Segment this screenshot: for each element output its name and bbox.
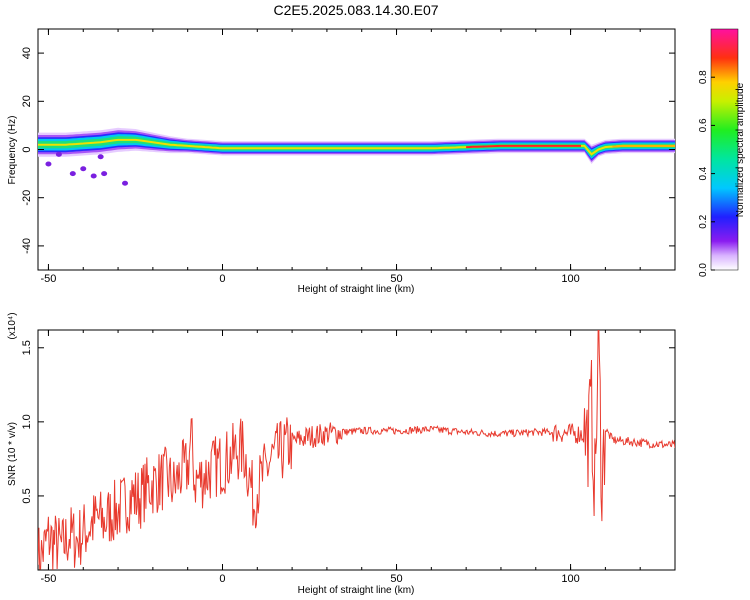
snr-y-tick-label: 1.0 (21, 414, 33, 429)
spectrogram-x-tick-label: -50 (40, 273, 56, 285)
spectrogram-blob (97, 154, 104, 160)
snr-series (38, 330, 675, 570)
colorbar-ticks: 0.0 0.2 0.4 0.6 0.8 (698, 70, 715, 277)
snr-x-tick-label: 0 (219, 573, 225, 585)
spectrogram-x-tick-label: 100 (561, 273, 579, 285)
colorbar-label: Normalized spectral amplitude (735, 82, 746, 217)
chart-title: C2E5.2025.083.14.30.E07 (273, 2, 438, 18)
spectrogram-x-ticks: -50 0 50 100 (40, 29, 676, 285)
snr-x-tick-label: 100 (561, 573, 579, 585)
spectrogram-x-label: Height of straight line (km) (298, 284, 415, 295)
spectrogram-y-tick-label: 40 (21, 47, 33, 59)
spectrogram-y-tick-label: 0 (21, 146, 33, 152)
colorbar-tick-label: 0.0 (698, 263, 709, 277)
snr-y-tick-label: 1.5 (21, 340, 33, 355)
spectrogram-x-tick-label: 0 (219, 273, 225, 285)
snr-y-tick-label: 0.5 (21, 488, 33, 503)
snr-frame (37, 329, 676, 571)
spectrogram-blob (45, 161, 52, 167)
snr-x-ticks: -50 0 50 100 (40, 330, 676, 585)
spectrogram-blob (69, 171, 76, 177)
spectrogram-x-tick-label: 50 (390, 273, 402, 285)
colorbar-tick-label: 0.6 (698, 118, 709, 132)
spectrogram-band-layer-4 (38, 136, 675, 158)
snr-panel: -50 0 50 100 0.5 1.0 1.5 Height of straight l… (7, 312, 676, 596)
spectrogram-y-tick-label: -20 (21, 190, 33, 206)
spectrogram-y-tick-label: -40 (21, 238, 33, 254)
spectrogram-y-tick-label: 20 (21, 95, 33, 107)
snr-x-tick-label: -50 (40, 573, 56, 585)
spectrogram-blob (55, 151, 62, 157)
spectrogram-y-ticks: -40 -20 0 20 40 (21, 47, 675, 254)
snr-y-ticks: 0.5 1.0 1.5 (21, 340, 675, 504)
snr-y-label: SNR (10 * v/v) (7, 422, 18, 486)
spectrogram-image (38, 127, 675, 186)
colorbar: 0.0 0.2 0.4 0.6 0.8 Normalized spectral ampl… (698, 28, 746, 277)
snr-line (38, 330, 675, 570)
colorbar-scale (710, 28, 739, 271)
spectrogram-blob (101, 171, 108, 177)
spectrogram-panel: -50 0 50 100 -40 -20 0 20 40 Height of straight… (7, 28, 676, 295)
spectrogram-blob (80, 166, 87, 172)
spectrogram-ridge-peak (466, 144, 581, 149)
spectrogram-blob (90, 173, 97, 179)
spectrogram-ridge-peak-2 (612, 144, 675, 148)
spectrogram-blob (122, 180, 129, 186)
colorbar-tick-label: 0.2 (698, 214, 709, 228)
colorbar-tick-label: 0.8 (698, 70, 709, 84)
snr-y-multiplier: (x10⁴) (7, 312, 18, 339)
colorbar-tick-label: 0.4 (698, 166, 709, 180)
snr-x-label: Height of straight line (km) (298, 585, 415, 596)
spectrogram-y-label: Frequency (Hz) (7, 116, 18, 185)
snr-x-tick-label: 50 (390, 573, 402, 585)
